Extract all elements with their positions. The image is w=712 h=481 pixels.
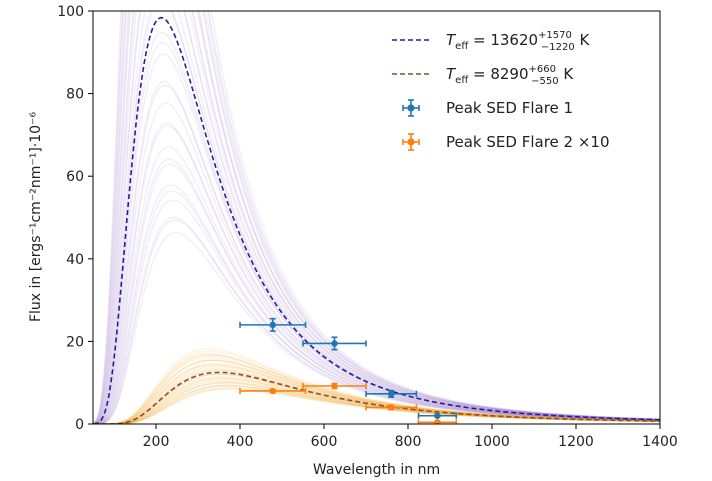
band-curve [93, 11, 660, 424]
band-curve [93, 11, 660, 424]
band-curve [93, 41, 660, 424]
point-marker [269, 387, 276, 395]
legend-marker-swatch [407, 138, 415, 146]
band-curve [93, 84, 660, 424]
band-curve [93, 216, 660, 424]
point-marker [331, 382, 338, 390]
x-axis: 200 400 600 800 1000 1200 1400 [143, 424, 678, 450]
legend-entry-4: Peak SED Flare 2 ×10 [402, 133, 610, 151]
best-fit-line-2 [93, 371, 660, 424]
points-flare-1 [239, 317, 458, 419]
x-tick-label: 600 [311, 434, 338, 450]
best-fit-line-1 [93, 16, 660, 424]
y-axis: 0 20 40 60 80 100 [57, 4, 93, 433]
band-curve [93, 158, 660, 424]
band-curve [93, 11, 660, 424]
error-point [239, 317, 307, 332]
band-curve [93, 122, 660, 424]
error-point [365, 389, 418, 398]
band-curve [93, 11, 660, 424]
band-curve [93, 11, 660, 424]
flare-points [239, 317, 458, 424]
x-tick-label: 1000 [474, 434, 510, 450]
y-tick-label: 60 [66, 169, 84, 185]
band-curve [93, 11, 660, 424]
plot-background [93, 11, 660, 424]
legend-entry-2: Teff = 8290+660 −550 K [392, 64, 574, 87]
error-point [417, 412, 458, 419]
point-marker [434, 412, 441, 419]
band-curve [93, 80, 660, 424]
x-axis-label: Wavelength in nm [313, 462, 440, 478]
plot-frame [92, 10, 661, 425]
band-curve [93, 11, 660, 424]
y-tick-label: 100 [57, 4, 84, 20]
x-tick-label: 1200 [558, 434, 594, 450]
band-curve [93, 11, 660, 424]
point-marker [388, 404, 395, 411]
band-curve [93, 348, 660, 424]
error-point [302, 336, 367, 351]
legend-label: Peak SED Flare 2 ×10 [446, 133, 610, 151]
band-curve [93, 11, 660, 424]
x-tick-label: 1400 [642, 434, 678, 450]
legend-entry-3: Peak SED Flare 1 [402, 99, 573, 117]
band-curve [93, 11, 660, 424]
band-curve [93, 11, 660, 424]
legend-label: Teff = 8290+660 −550 K [446, 64, 574, 87]
points-flare-2 [239, 382, 458, 424]
band-curve [93, 163, 660, 424]
band-curve [93, 11, 660, 424]
band-curve [93, 219, 660, 424]
x-tick-label: 200 [143, 434, 170, 450]
error-point [365, 404, 418, 411]
band-curve [93, 232, 660, 424]
point-marker [269, 321, 276, 329]
legend-label: Teff = 13620+1570 −1220 K [446, 30, 590, 53]
legend-entry-1: Teff = 13620+1570 −1220 K [392, 30, 590, 53]
x-tick-label: 800 [395, 434, 422, 450]
point-marker [434, 419, 441, 424]
y-tick-label: 40 [66, 252, 84, 268]
band-curve [93, 11, 660, 424]
band-curve [93, 11, 660, 424]
error-point [302, 382, 367, 390]
band-curve [93, 102, 660, 424]
band-curve [93, 11, 660, 424]
band-curve [93, 146, 660, 424]
y-tick-label: 80 [66, 87, 84, 103]
point-marker [388, 390, 395, 398]
band-curve [93, 125, 660, 424]
legend-marker-swatch [407, 104, 415, 112]
x-tick-label: 400 [227, 434, 254, 450]
band-curve [93, 11, 660, 424]
band-curve [93, 53, 660, 424]
y-tick-label: 0 [75, 417, 84, 433]
band-curve [93, 31, 660, 424]
band-curve [93, 11, 660, 424]
band-series-1 [93, 11, 660, 424]
y-axis-label: Flux in [ergs⁻¹cm⁻²nm⁻¹]·10⁻⁶ [28, 112, 44, 322]
legend: Teff = 13620+1570 −1220 K Teff = 8290+660−… [392, 30, 610, 151]
legend-label: Peak SED Flare 1 [446, 99, 573, 117]
y-tick-label: 20 [66, 334, 84, 350]
error-point [239, 387, 307, 395]
model-lines [93, 16, 660, 424]
point-marker [331, 340, 338, 347]
